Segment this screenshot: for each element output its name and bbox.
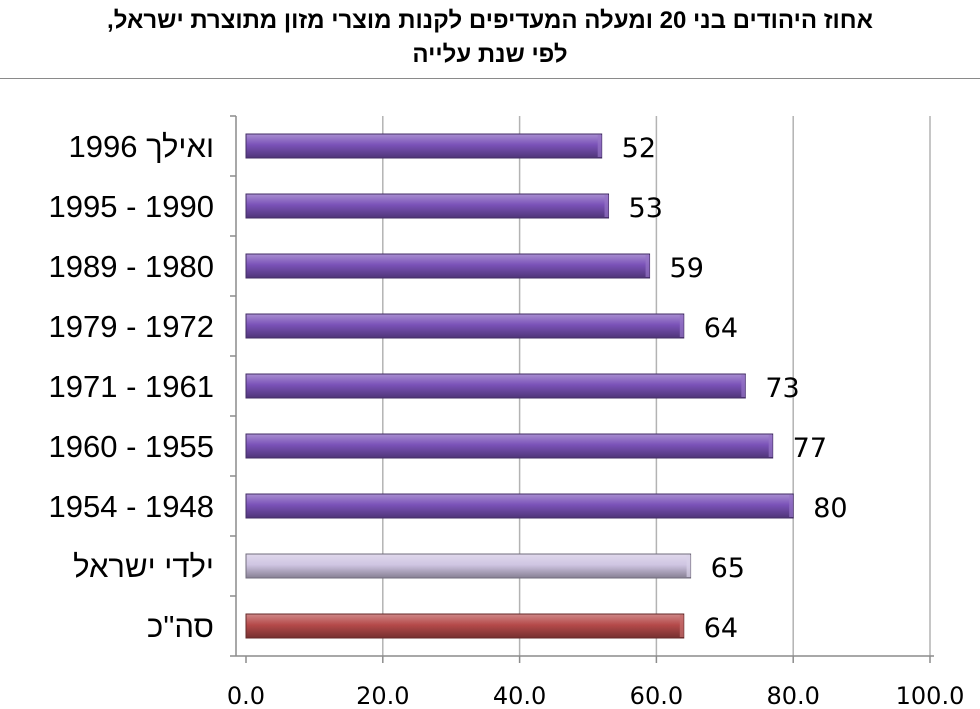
bar-end-cap: [768, 435, 773, 457]
data-label: 53: [629, 193, 663, 224]
x-tick-label: 0.0: [227, 682, 265, 709]
x-tick-label: 100.0: [896, 682, 965, 709]
chart-title-line-2: לפי שנת עלייה: [412, 41, 568, 68]
data-label: 59: [670, 253, 704, 284]
category-label: 1989 - 1980: [49, 249, 214, 284]
bar-end-cap: [679, 615, 684, 637]
data-label: 73: [765, 373, 799, 404]
data-label: 52: [622, 133, 656, 164]
chart-title-line-1: אחוז היהודים בני 20 ומעלה המעדיפים לקנות…: [107, 7, 873, 34]
data-label: 65: [711, 553, 745, 584]
data-label: 77: [793, 433, 827, 464]
bar: [245, 493, 794, 519]
bar-end-cap: [686, 555, 691, 577]
bar-end-cap: [741, 375, 746, 397]
category-label: סה"כ: [147, 609, 214, 644]
bar-end-cap: [604, 195, 609, 217]
chart-title: אחוז היהודים בני 20 ומעלה המעדיפים לקנות…: [0, 4, 980, 72]
bar: [245, 253, 651, 279]
title-divider: [0, 78, 980, 79]
bar: [245, 613, 685, 639]
bar: [245, 313, 685, 339]
bar: [245, 553, 692, 579]
x-tick-label: 80.0: [766, 682, 819, 709]
bar: [245, 373, 746, 399]
bar-end-cap: [645, 255, 650, 277]
data-label: 80: [813, 493, 847, 524]
category-label: 1971 - 1961: [49, 369, 214, 404]
bar: [245, 193, 610, 219]
bar-end-cap: [597, 135, 602, 157]
category-label: 1979 - 1972: [49, 309, 214, 344]
category-label: ילדי ישראל: [73, 549, 214, 584]
bar-end-cap: [789, 495, 794, 517]
category-label: 1960 - 1955: [49, 429, 214, 464]
category-label: 1995 - 1990: [49, 189, 214, 224]
x-tick-label: 40.0: [493, 682, 546, 709]
data-label: 64: [704, 613, 738, 644]
bar-end-cap: [679, 315, 684, 337]
bar: [245, 133, 603, 159]
x-tick-label: 60.0: [630, 682, 683, 709]
x-tick-label: 20.0: [356, 682, 409, 709]
category-label: 1954 - 1948: [49, 489, 214, 524]
bar: [245, 433, 774, 459]
category-label: 1996 ואילך: [68, 129, 214, 164]
data-label: 64: [704, 313, 738, 344]
